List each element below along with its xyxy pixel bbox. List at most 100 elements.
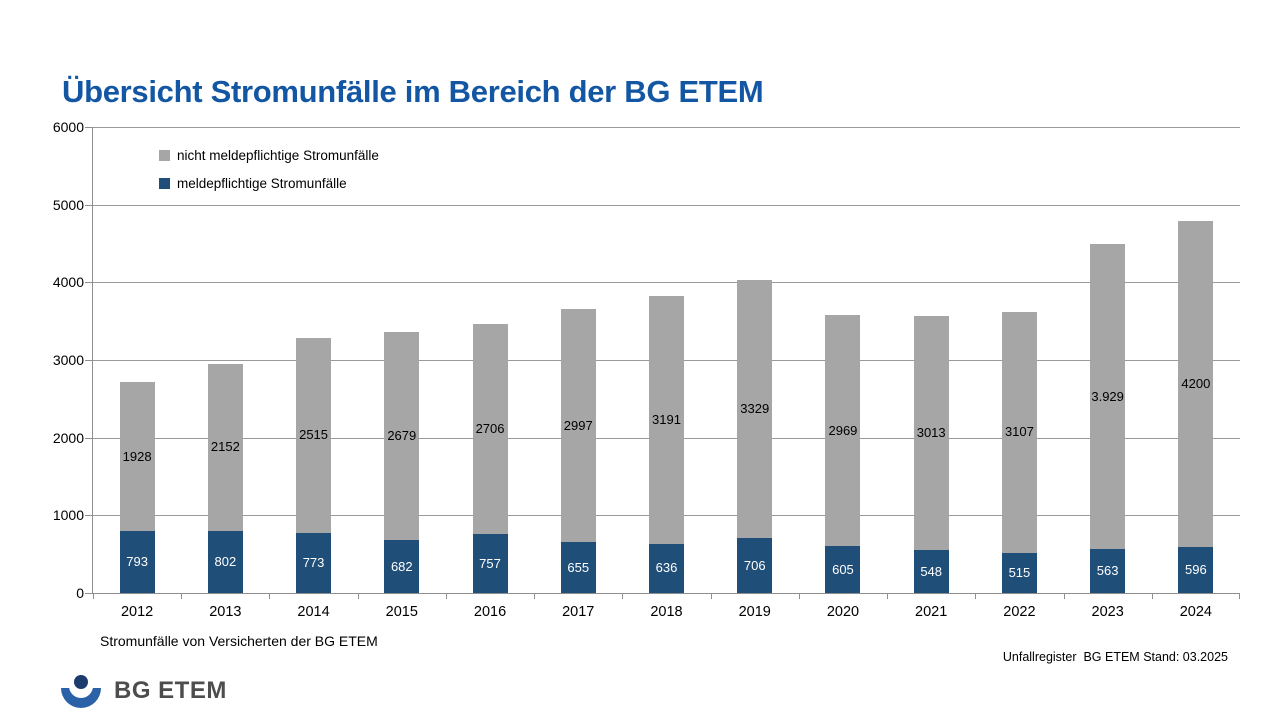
- bar-value-label: 515: [1008, 565, 1031, 580]
- legend-label: meldepflichtige Stromunfälle: [177, 175, 347, 191]
- bar-segment: 682: [384, 540, 420, 593]
- bar-value-label: 682: [390, 558, 413, 574]
- page-title: Übersicht Stromunfälle im Bereich der BG…: [62, 73, 764, 109]
- y-axis-tick: [85, 437, 92, 439]
- x-axis-label: 2019: [738, 604, 771, 620]
- x-axis-tick: [622, 594, 624, 599]
- x-axis-tick: [1151, 594, 1153, 599]
- y-axis-label: 2000: [52, 429, 84, 446]
- y-gridline: [93, 127, 1240, 128]
- legend-swatch: [159, 177, 170, 189]
- bar-segment: 3.929: [1090, 244, 1126, 550]
- bar-segment: 515: [1001, 553, 1037, 593]
- x-axis-label: 2024: [1179, 604, 1212, 620]
- bar-value-label: 563: [1096, 563, 1119, 579]
- bar-value-label: 706: [743, 557, 766, 573]
- bg-etem-logo: BG ETEM: [58, 671, 227, 711]
- legend-item: meldepflichtige Stromunfälle: [159, 174, 379, 192]
- bar-segment: 4200: [1178, 220, 1214, 547]
- bar-segment: 2515: [296, 337, 332, 533]
- bg-etem-logo-icon: [61, 674, 101, 708]
- bar-segment: 3191: [649, 295, 684, 544]
- bar-segment: 706: [737, 538, 773, 593]
- x-axis-label: 2018: [650, 604, 683, 620]
- bar-segment: 548: [913, 550, 949, 593]
- x-axis-label: 2014: [297, 604, 330, 620]
- x-axis-label: 2021: [915, 604, 948, 620]
- x-axis-tick: [534, 594, 536, 599]
- x-axis-tick: [357, 594, 359, 599]
- bar-segment: 802: [207, 530, 243, 593]
- chart-plot-area: nicht meldepflichtige Stromunfälle meldep…: [53, 119, 1240, 620]
- bar-value-label: 3329: [740, 400, 770, 416]
- y-axis-tick: [85, 360, 92, 361]
- x-axis-tick: [181, 594, 183, 599]
- bar-value-label: 636: [655, 560, 678, 576]
- y-axis-label: 1000: [52, 507, 84, 524]
- x-axis-tick: [269, 594, 271, 599]
- bar-value-label: 3191: [652, 411, 681, 427]
- bar-segment: 655: [560, 542, 596, 593]
- y-axis-tick: [85, 204, 92, 206]
- x-axis-tick: [887, 594, 889, 599]
- x-axis-tick: [710, 594, 712, 599]
- y-axis-tick: [85, 282, 92, 284]
- bar-segment: 636: [649, 543, 684, 593]
- x-axis-tick: [798, 594, 800, 599]
- bar-segment: 2706: [472, 324, 508, 535]
- bar-segment: 3107: [1001, 311, 1037, 554]
- bar-value-label: 4200: [1181, 375, 1211, 391]
- bar-value-label: 2152: [210, 439, 240, 455]
- x-axis-label: 2020: [826, 604, 860, 620]
- bar-value-label: 757: [479, 555, 501, 571]
- bar-segment: 793: [119, 531, 155, 593]
- bar-value-label: 605: [832, 561, 854, 577]
- x-axis-tick: [1239, 594, 1240, 599]
- bar-segment: 605: [825, 546, 861, 593]
- bar-value-label: 3013: [916, 425, 946, 441]
- chart-footnote: Stromunfälle von Versicherten der BG ETE…: [100, 633, 378, 649]
- bar-value-label: 1928: [122, 448, 152, 464]
- y-axis-label: 5000: [52, 196, 84, 213]
- x-axis-label: 2013: [209, 604, 242, 620]
- bar-segment: 596: [1178, 546, 1214, 593]
- bar-value-label: 2679: [387, 428, 417, 444]
- bar-segment: 773: [296, 532, 332, 593]
- y-gridline: [93, 282, 1240, 284]
- x-axis-tick: [975, 594, 977, 599]
- bar-segment: 2679: [384, 331, 420, 541]
- y-axis-tick: [85, 593, 92, 594]
- bar-segment: 2969: [825, 315, 861, 547]
- y-axis-label: 4000: [52, 274, 84, 291]
- bar-value-label: 793: [126, 554, 148, 570]
- bar-segment: 757: [472, 534, 508, 593]
- legend-label: nicht meldepflichtige Stromunfälle: [177, 147, 379, 163]
- bg-etem-logo-text: BG ETEM: [114, 677, 227, 704]
- bar-value-label: 2515: [299, 427, 329, 443]
- source-note: Unfallregister BG ETEM Stand: 03.2025: [1002, 650, 1228, 664]
- legend-swatch: [159, 149, 170, 161]
- bar-value-label: 548: [920, 563, 943, 579]
- bar-segment: 1928: [119, 381, 155, 532]
- y-gridline: [93, 204, 1240, 206]
- x-axis-label: 2017: [562, 604, 595, 620]
- bar-segment: 3329: [737, 279, 773, 539]
- bar-segment: 2152: [207, 363, 243, 531]
- x-axis-tick: [445, 594, 447, 599]
- x-axis-label: 2016: [473, 604, 507, 620]
- y-axis-label: 0: [76, 585, 84, 601]
- x-axis-tick: [1063, 594, 1065, 599]
- bar-value-label: 2997: [563, 417, 593, 433]
- bar-value-label: 802: [214, 553, 237, 569]
- bar-value-label: 3.929: [1091, 388, 1124, 404]
- legend-item: nicht meldepflichtige Stromunfälle: [159, 146, 379, 164]
- x-axis-label: 2022: [1003, 604, 1036, 620]
- bar-value-label: 2969: [828, 422, 858, 438]
- bar-segment: 2997: [560, 309, 596, 543]
- y-axis-tick: [85, 515, 92, 517]
- bar-value-label: 655: [567, 559, 590, 575]
- y-axis-tick: [85, 127, 92, 128]
- bar-value-label: 2706: [475, 421, 505, 437]
- x-axis-label: 2012: [120, 604, 154, 620]
- chart-legend: nicht meldepflichtige Stromunfälle meldep…: [159, 146, 379, 202]
